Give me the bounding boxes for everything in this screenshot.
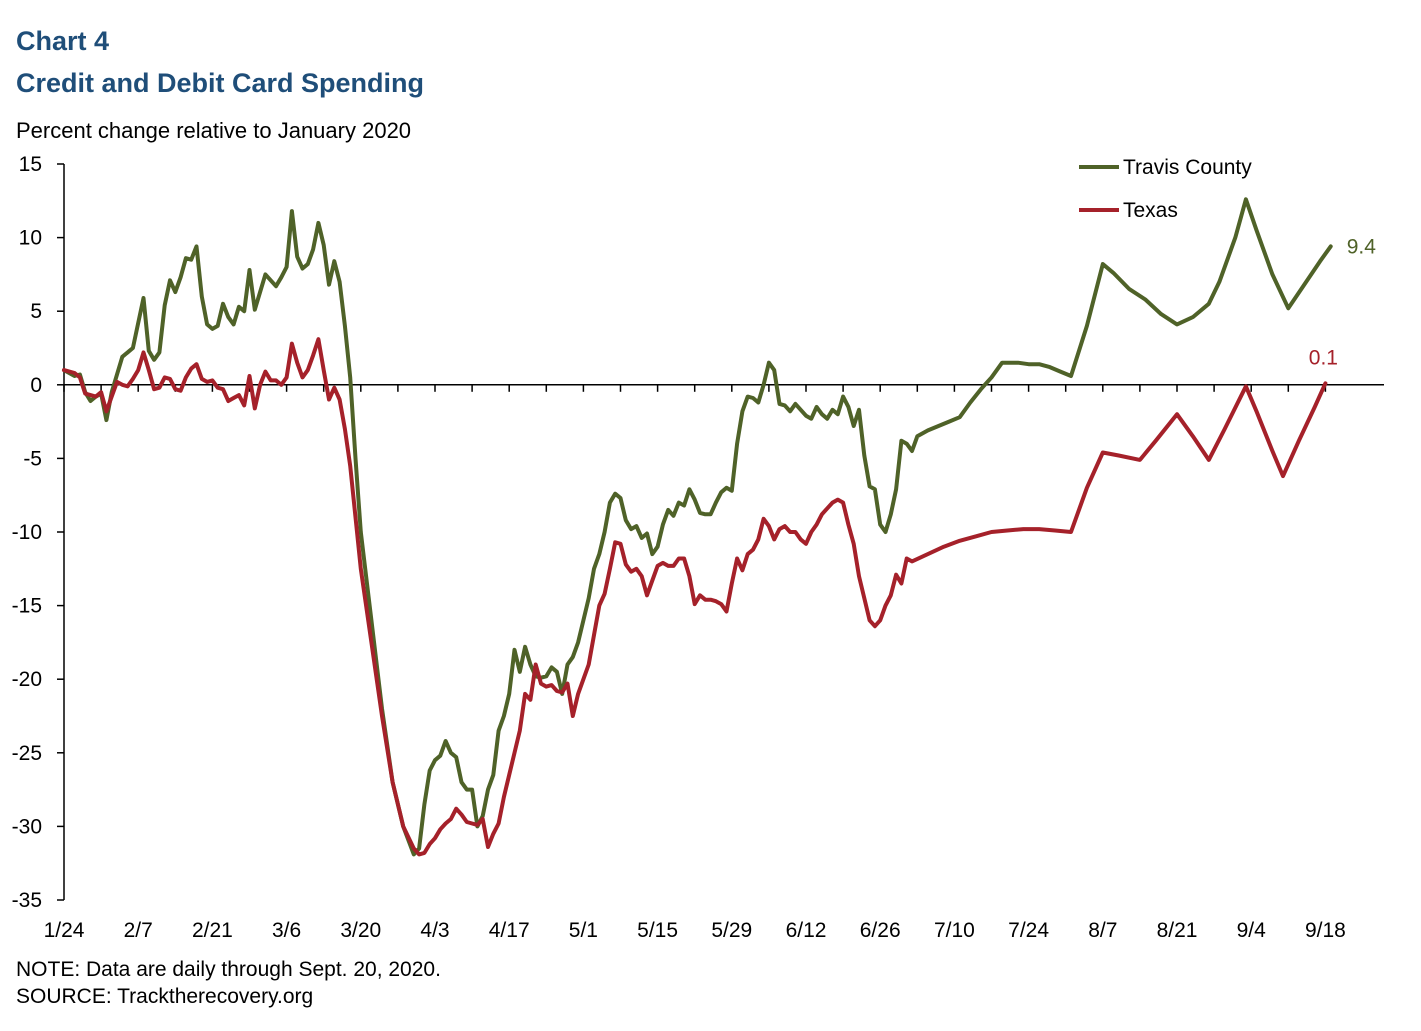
y-axis-label: Percent change relative to January 2020 — [16, 118, 412, 143]
x-tick-label: 9/4 — [1237, 919, 1267, 942]
y-tick-label: 0 — [30, 374, 42, 397]
x-tick-label: 8/21 — [1157, 919, 1198, 942]
end-value-label: 9.4 — [1347, 235, 1377, 258]
x-tick-label: 4/3 — [420, 919, 449, 942]
y-tick-label: -15 — [12, 595, 42, 618]
legend-label: Travis County — [1123, 156, 1252, 179]
x-tick-label: 2/7 — [124, 919, 153, 942]
series-line-texas — [62, 337, 1328, 857]
legend-label: Texas — [1123, 199, 1178, 222]
series-line-travis-county — [62, 197, 1333, 857]
y-tick-label: 15 — [19, 153, 42, 176]
y-tick-label: -20 — [12, 668, 42, 691]
chart-number: Chart 4 — [16, 26, 110, 56]
x-tick-label: 6/12 — [786, 919, 827, 942]
x-tick-label: 3/6 — [272, 919, 301, 942]
y-tick-label: -5 — [23, 447, 42, 470]
y-tick-label: -10 — [12, 521, 42, 544]
y-tick-label: -35 — [12, 889, 42, 912]
x-tick-label: 9/18 — [1305, 919, 1346, 942]
x-tick-label: 5/1 — [569, 919, 598, 942]
source-text: SOURCE: Tracktherecovery.org — [16, 985, 314, 1008]
x-tick-label: 8/7 — [1088, 919, 1117, 942]
x-tick-label: 7/24 — [1008, 919, 1049, 942]
x-tick-label: 3/20 — [340, 919, 381, 942]
x-tick-label: 5/15 — [637, 919, 678, 942]
chart-title: Credit and Debit Card Spending — [16, 68, 425, 98]
y-tick-label: 5 — [30, 300, 42, 323]
x-tick-label: 4/17 — [489, 919, 530, 942]
y-tick-label: 10 — [19, 227, 42, 250]
x-tick-label: 7/10 — [934, 919, 975, 942]
end-value-label: 0.1 — [1309, 346, 1338, 369]
x-tick-label: 5/29 — [711, 919, 752, 942]
y-tick-label: -30 — [12, 815, 42, 838]
x-tick-label: 6/26 — [860, 919, 901, 942]
x-tick-label: 2/21 — [192, 919, 233, 942]
note-text: NOTE: Data are daily through Sept. 20, 2… — [16, 958, 441, 981]
x-tick-label: 1/24 — [44, 919, 85, 942]
y-tick-label: -25 — [12, 742, 42, 765]
